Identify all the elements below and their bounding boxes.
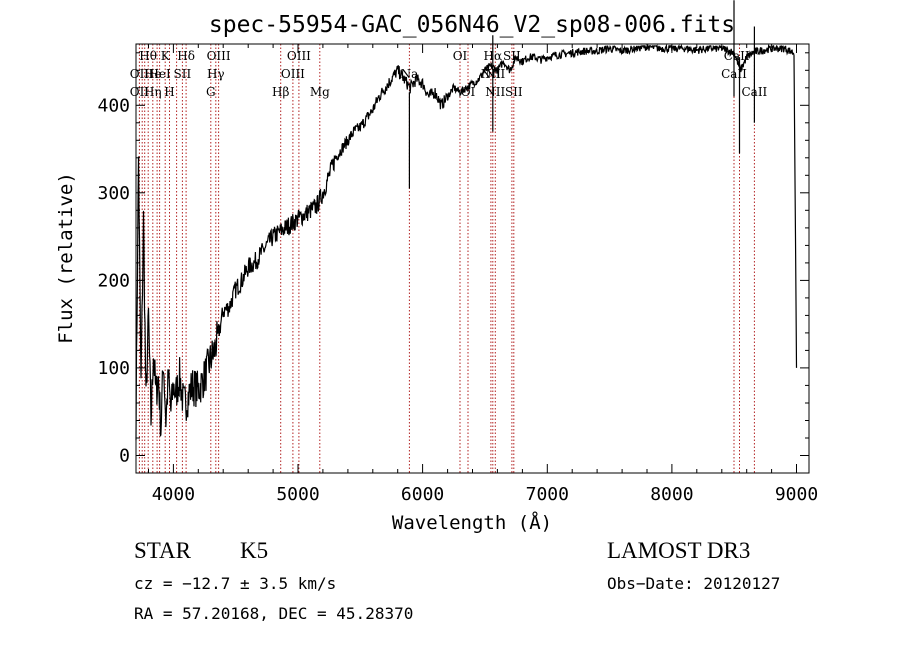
line-label: OI — [453, 49, 468, 63]
coordinates: RA = 57.20168, DEC = 45.28370 — [134, 604, 414, 623]
x-tick-label: 6000 — [401, 484, 444, 505]
x-tick-label: 7000 — [526, 484, 569, 505]
line-label: SII — [505, 85, 523, 99]
observation-date: Obs−Date: 20120127 — [607, 574, 781, 593]
line-label: Hθ — [139, 49, 157, 63]
line-label: NII — [485, 67, 505, 81]
x-tick-label: 4000 — [152, 484, 195, 505]
x-axis-ticks: 4000 5000 6000 7000 8000 9000 — [148, 44, 818, 505]
object-class: STAR — [134, 538, 191, 563]
line-label: Hβ — [272, 85, 289, 99]
line-label: OII — [130, 85, 150, 99]
redshift-velocity: cz = −12.7 ± 3.5 km/s — [134, 574, 337, 593]
spectral-line-markers — [138, 44, 755, 473]
line-label: SII — [174, 67, 192, 81]
y-tick-label: 0 — [119, 446, 130, 467]
line-label: G — [206, 85, 216, 99]
line-label: K — [161, 49, 171, 63]
x-tick-label: 8000 — [650, 484, 693, 505]
line-label: OII — [130, 67, 150, 81]
line-label: HeI — [148, 67, 171, 81]
line-label: OIII — [281, 67, 305, 81]
survey-name: LAMOST DR3 — [607, 538, 751, 563]
line-label: NII — [485, 85, 505, 99]
y-tick-label: 300 — [97, 183, 130, 204]
chart-title: spec-55954-GAC_056N46_V2_sp08-006.fits — [209, 12, 735, 38]
line-label: Hη — [144, 85, 162, 99]
line-label: Hγ — [207, 67, 225, 81]
y-tick-label: 100 — [97, 358, 130, 379]
line-label: OIII — [287, 49, 311, 63]
y-tick-label: 400 — [97, 95, 130, 116]
object-subclass: K5 — [240, 538, 269, 563]
line-label: Mg — [310, 85, 330, 99]
line-label: OIII — [207, 49, 231, 63]
y-axis-ticks: 0 100 200 300 400 — [97, 52, 809, 467]
line-label: H — [164, 85, 174, 99]
y-axis-label: Flux (relative) — [55, 172, 77, 344]
x-axis-label: Wavelength (Å) — [392, 511, 552, 534]
x-tick-label: 9000 — [775, 484, 818, 505]
spectrum-series-line — [135, 0, 798, 441]
x-tick-label: 5000 — [276, 484, 319, 505]
y-tick-label: 200 — [97, 270, 130, 291]
line-label: Hδ — [177, 49, 195, 63]
plot-frame — [135, 43, 810, 474]
line-label: He — [144, 67, 162, 81]
